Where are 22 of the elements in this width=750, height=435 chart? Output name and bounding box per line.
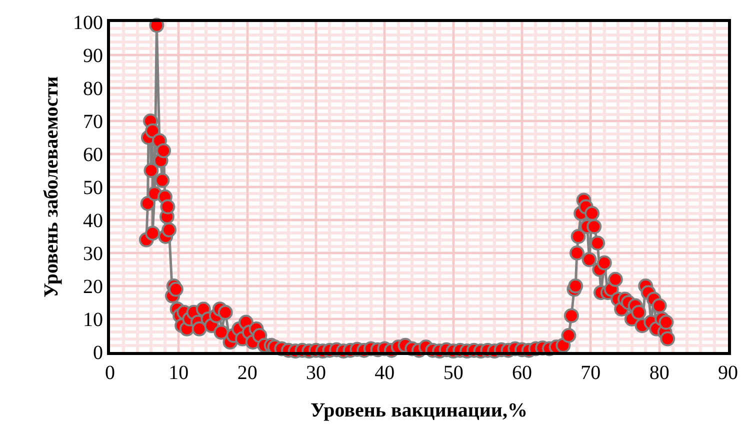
y-tick-label: 100 xyxy=(73,12,103,34)
x-tick-label: 80 xyxy=(649,362,670,384)
y-tick-label: 10 xyxy=(83,309,103,331)
y-tick-label: 90 xyxy=(83,45,103,67)
x-tick-label: 10 xyxy=(168,362,189,384)
y-tick-label: 30 xyxy=(83,243,103,265)
x-tick-label: 20 xyxy=(237,362,258,384)
y-axis-title: Уровень заболеваемости xyxy=(40,76,62,298)
y-tick-label: 0 xyxy=(93,342,103,364)
y-tick-label: 70 xyxy=(83,111,103,133)
x-tick-label: 70 xyxy=(580,362,601,384)
y-tick-label: 50 xyxy=(83,177,103,199)
y-tick-label: 80 xyxy=(83,78,103,100)
x-tick-label: 60 xyxy=(512,362,532,384)
y-tick-label: 60 xyxy=(83,144,103,166)
x-tick-label: 40 xyxy=(374,362,395,384)
x-axis-title: Уровень вакцинации,% xyxy=(310,400,528,422)
x-tick-label: 50 xyxy=(443,362,464,384)
y-tick-label: 40 xyxy=(83,210,103,232)
x-tick-label: 90 xyxy=(718,362,738,384)
x-tick-label: 30 xyxy=(306,362,326,384)
y-tick-label: 20 xyxy=(83,276,103,298)
